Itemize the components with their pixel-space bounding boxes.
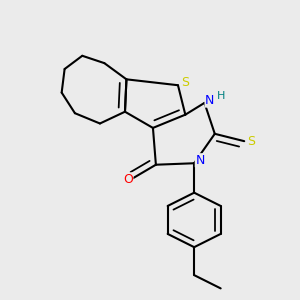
Text: N: N bbox=[195, 154, 205, 167]
Text: S: S bbox=[181, 76, 189, 89]
Text: S: S bbox=[248, 135, 256, 148]
Text: H: H bbox=[217, 91, 225, 100]
Text: O: O bbox=[123, 173, 133, 186]
Text: N: N bbox=[205, 94, 214, 107]
